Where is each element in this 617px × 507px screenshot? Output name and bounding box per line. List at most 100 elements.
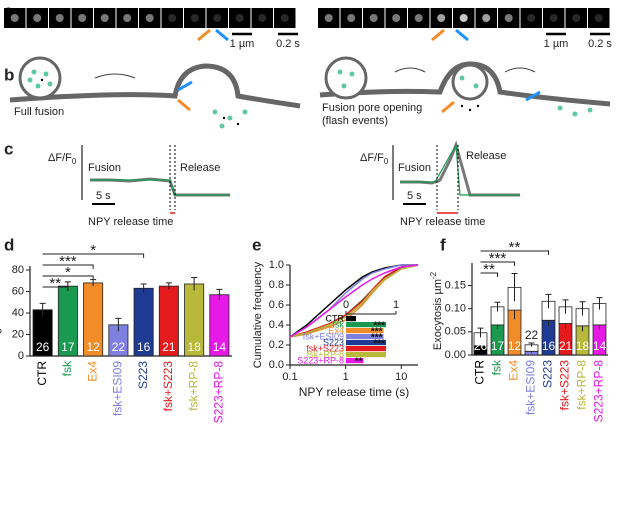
count-label: 17 (491, 339, 505, 353)
count-label: 21 (559, 339, 573, 353)
trace-xlabel: NPY release time (88, 216, 173, 228)
scale-label: 5 s (407, 190, 422, 202)
x-tick-label: fsk+RP-8 (186, 361, 200, 411)
y-tick-label: 0.8 (269, 279, 284, 291)
ylabel-sup: -2 (429, 271, 438, 279)
y-tick-label: 20 (12, 328, 24, 340)
y-tick-label: 0.2 (269, 339, 284, 351)
x-tick-label: fsk+RP-8 (575, 360, 589, 410)
phase-label: Fusion (398, 162, 431, 174)
x-axis-label: NPY release time (s) (299, 385, 409, 399)
inset-sig: ** (355, 357, 363, 368)
y-tick-label: 0.00 (445, 349, 466, 361)
count-label: 18 (187, 340, 201, 354)
inset-bar (346, 322, 386, 328)
inset-label: fsk+S223 (306, 343, 344, 353)
x-tick-label: S223 (136, 361, 150, 389)
spot (437, 14, 446, 22)
y-tick-label: 0.05 (445, 326, 466, 338)
line (289, 264, 419, 338)
ylabel: Exocytosis µm (432, 279, 444, 350)
y-tick-label: 0.10 (445, 303, 466, 315)
trace-ylabel: ΔF/F0 (48, 152, 77, 166)
y-axis-label: Cumulative frequency (252, 261, 264, 368)
spot (347, 14, 356, 22)
count-label: 22 (525, 328, 539, 342)
x-tick-label: Ex4 (85, 361, 99, 382)
inset-label: S223+RP-8 (297, 355, 344, 365)
scale-label: 0.2 s (588, 38, 612, 50)
spot (33, 14, 42, 22)
inset-label: fsk+ESI09 (303, 331, 344, 341)
diagram-label: (flash events) (322, 115, 388, 127)
spot (10, 14, 19, 22)
count-label: 18 (576, 339, 590, 353)
panel-label: d (4, 235, 14, 254)
inset-bar (346, 358, 364, 364)
error-bar (39, 302, 46, 317)
trace-ylabel: ΔF/F0 (360, 152, 389, 166)
error-bar (596, 297, 603, 310)
inset-bar (346, 346, 386, 352)
spot (235, 14, 244, 22)
inset-bar (346, 328, 384, 334)
significance-label: *** (489, 250, 507, 267)
x-tick-label: fsk+ESI09 (111, 361, 125, 416)
count-label: 26 (36, 340, 50, 354)
spot (414, 14, 423, 22)
x-tick-label: fsk+S223 (161, 361, 175, 412)
significance-bar (42, 275, 94, 280)
y-tick-label: 80 (12, 264, 24, 276)
inset-label: Ex4 (328, 325, 344, 335)
scale-label: 1 µm (544, 38, 569, 50)
count-label: 26 (474, 339, 488, 353)
count-label: 12 (508, 339, 522, 353)
y-tick-label: 0 (18, 350, 24, 362)
significance-label: * (90, 242, 96, 259)
x-tick-label: fsk (60, 360, 74, 376)
inset-label: fsk (332, 319, 344, 329)
inset-tick-label: 0 (343, 299, 349, 311)
spot (324, 14, 333, 22)
x-tick-label: Ex4 (507, 360, 521, 381)
ylabel: ΔF/F (360, 152, 384, 164)
significance-bar (42, 264, 94, 269)
count-label: 22 (112, 340, 126, 354)
error-bar (165, 282, 172, 290)
spot (572, 14, 581, 22)
phase-label: Fusion (88, 162, 121, 174)
arrows (197, 28, 469, 42)
spot (594, 14, 603, 22)
ylabel: Percentage of flash events (0, 247, 2, 378)
error-bar (494, 301, 501, 312)
significance-bar (42, 286, 69, 291)
significance-label: ** (49, 275, 61, 292)
significance-label: ** (483, 261, 495, 278)
error-bar (562, 299, 569, 314)
error-bar (216, 288, 223, 301)
y-tick-label: 1.0 (269, 259, 284, 271)
spot (168, 14, 177, 22)
inset-bar (346, 316, 356, 322)
significance-label: *** (59, 253, 77, 270)
error-bar (511, 272, 518, 302)
phase-label: Release (180, 162, 220, 174)
trace-xlabel: NPY release time (400, 216, 485, 228)
spot (369, 14, 378, 22)
count-label: 17 (61, 340, 75, 354)
count-label: 16 (137, 340, 151, 354)
scale-label: 5 s (96, 190, 111, 202)
error-bar (191, 277, 198, 291)
spot (55, 14, 64, 22)
y-tick-label: 60 (12, 285, 24, 297)
inset-bar (346, 340, 386, 346)
diagram-label: Full fusion (14, 106, 64, 118)
x-tick-label: S223+RP-8 (592, 360, 606, 423)
spot (213, 14, 222, 22)
inset-sig: *** (373, 321, 385, 332)
spot (145, 14, 154, 22)
x-tick-label: fsk (490, 359, 504, 375)
fusion-diagram (9, 56, 611, 129)
significance-bar (480, 250, 549, 255)
significance-label: ** (509, 239, 521, 256)
